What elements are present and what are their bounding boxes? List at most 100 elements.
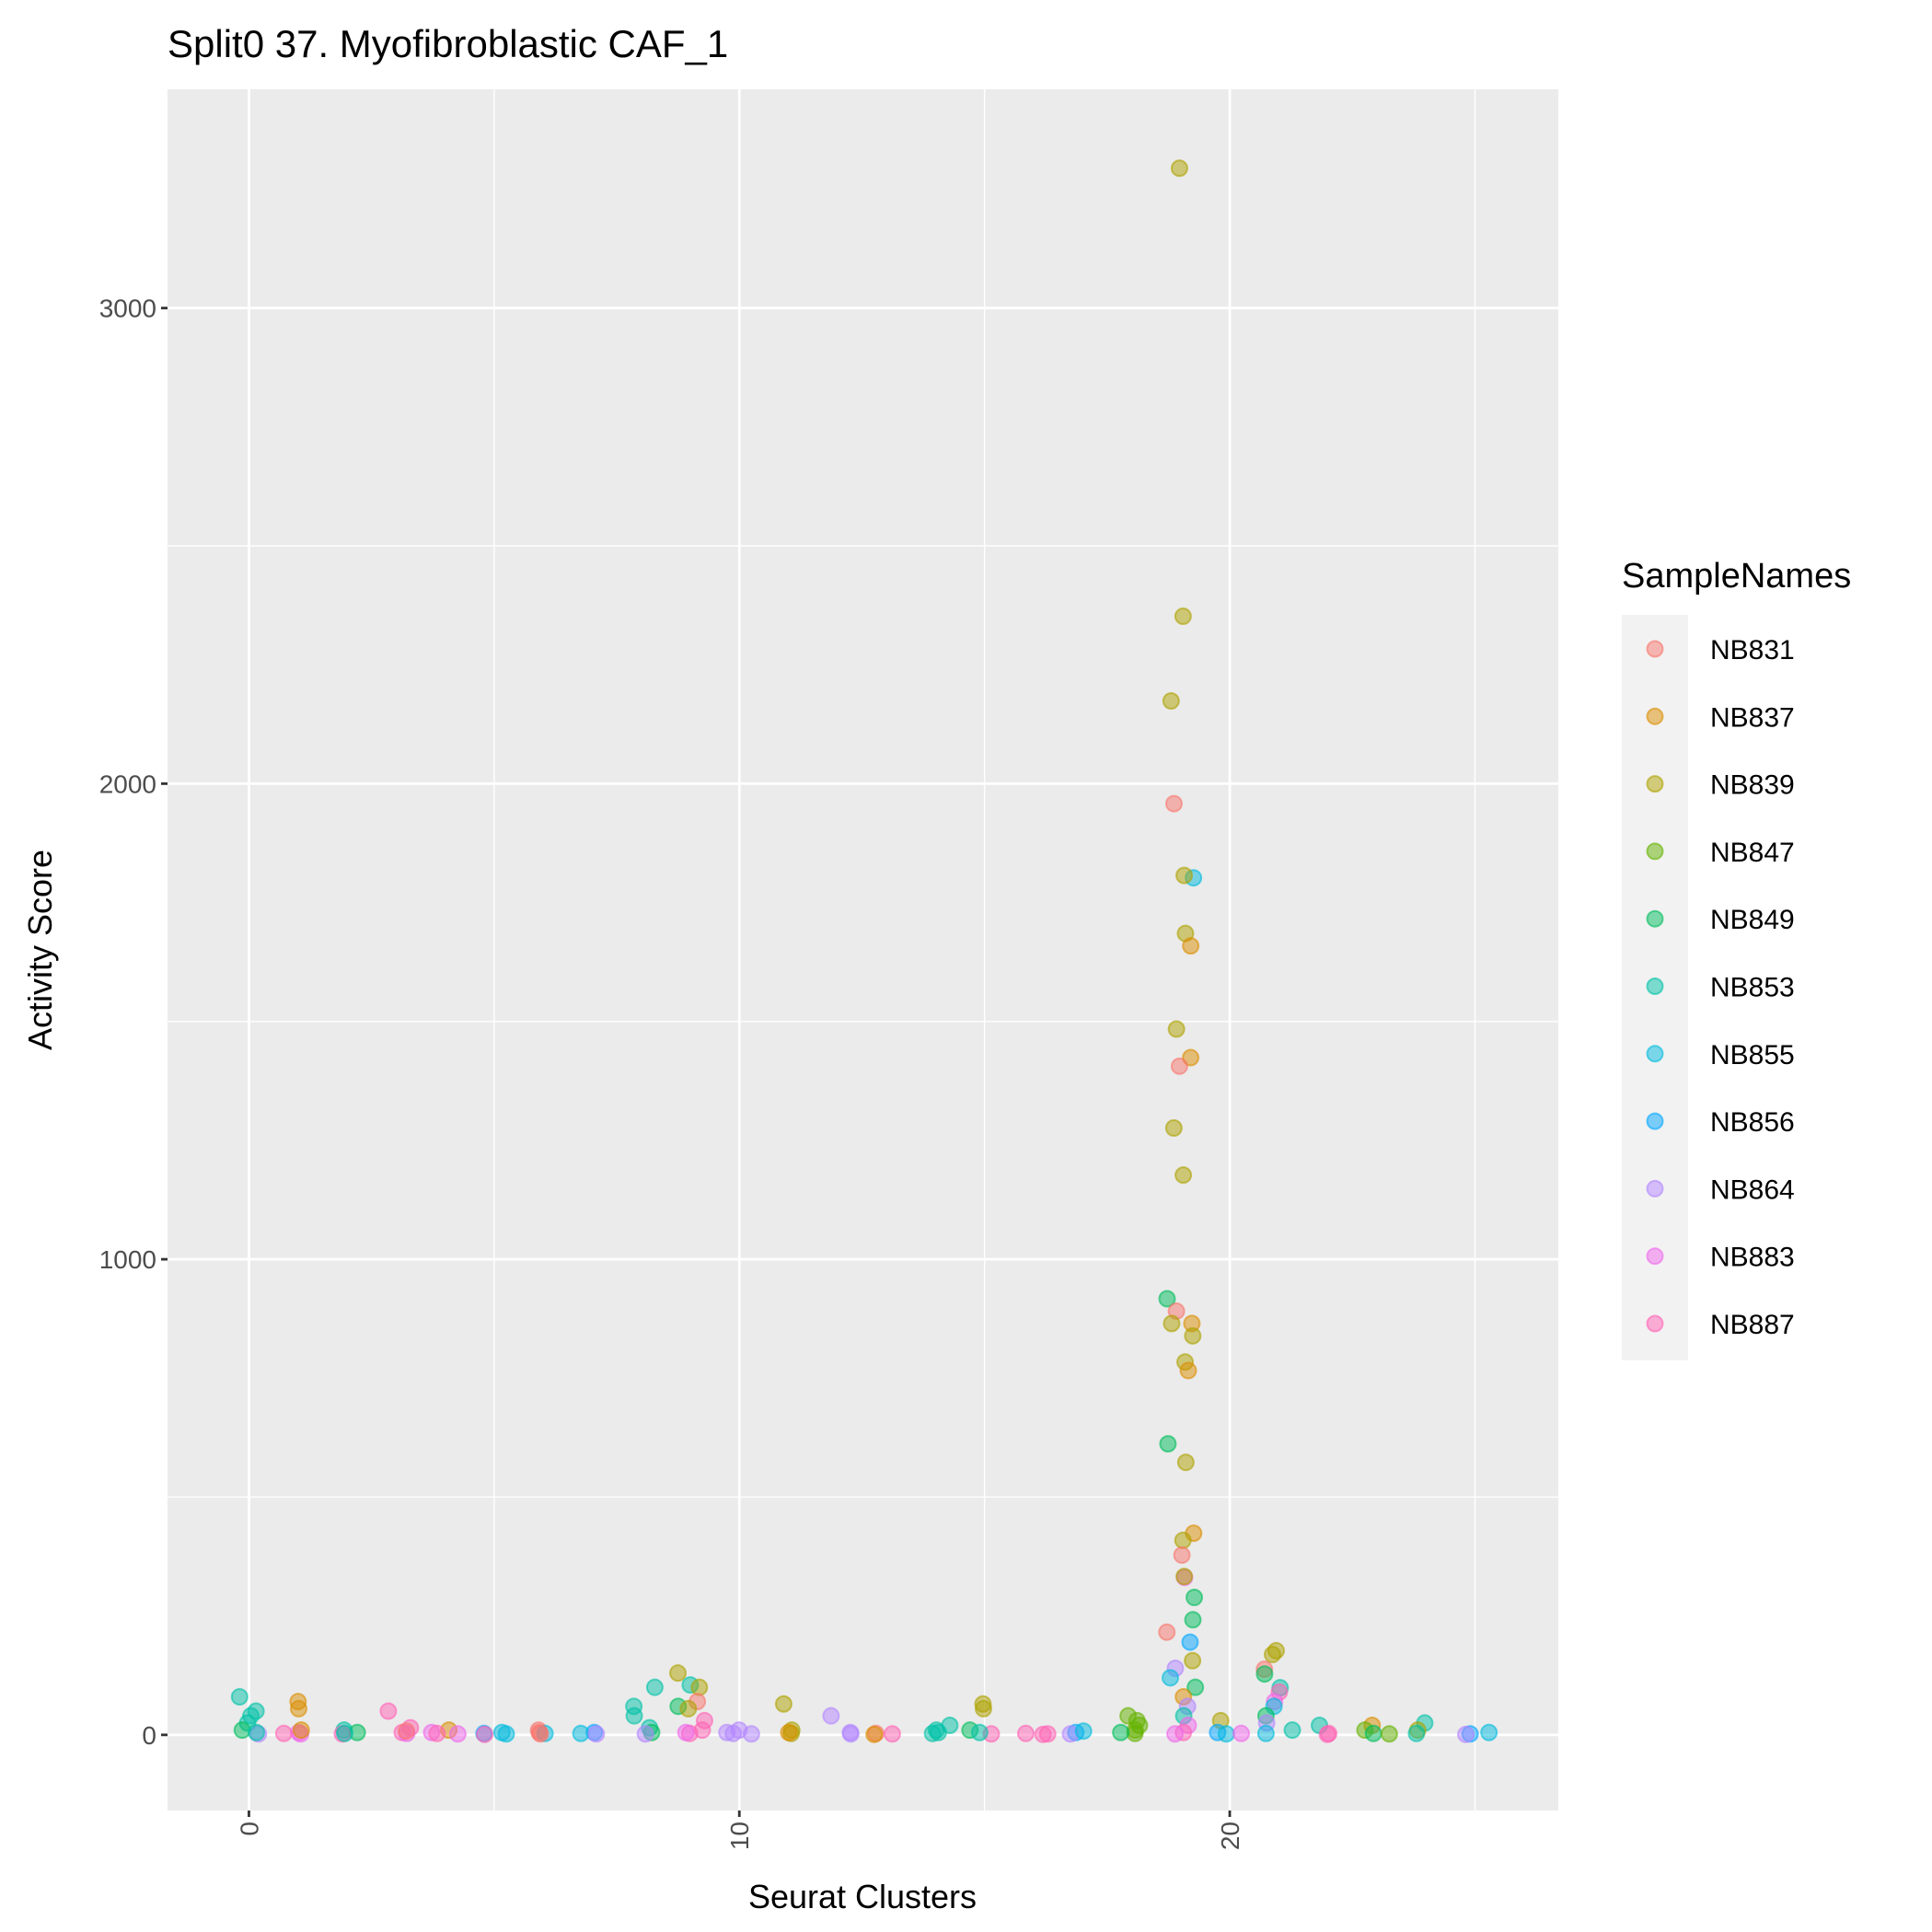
data-point-nb837: [1179, 1361, 1197, 1380]
legend-label: NB856: [1710, 1107, 1795, 1138]
data-point-nb847: [1126, 1724, 1144, 1742]
legend-key-icon: [1646, 1112, 1664, 1130]
data-point-nb853: [645, 1678, 664, 1696]
data-point-nb883: [1232, 1724, 1251, 1742]
data-point-nb839: [1167, 1020, 1186, 1038]
data-point-nb839: [1163, 1314, 1181, 1333]
legend-key-icon: [1646, 640, 1664, 658]
legend-label: NB853: [1710, 973, 1795, 1003]
data-point-nb847: [1380, 1725, 1398, 1743]
data-point-nb831: [398, 1722, 416, 1741]
data-point-nb855: [497, 1725, 515, 1743]
data-point-nb849: [1186, 1589, 1204, 1607]
legend-key-icon: [1646, 909, 1664, 928]
data-point-nb839: [1184, 1326, 1202, 1345]
y-tick-label: 2000: [99, 769, 156, 798]
data-point-nb831: [531, 1725, 550, 1743]
data-point-nb839: [1164, 1119, 1183, 1138]
legend-key-icon: [1646, 775, 1664, 793]
data-point-nb849: [1186, 1678, 1205, 1696]
gridlines: [168, 89, 1558, 1811]
data-point-nb864: [636, 1725, 654, 1743]
data-point-nb839: [1263, 1646, 1281, 1664]
data-point-nb853: [625, 1706, 643, 1725]
data-point-nb864: [742, 1725, 760, 1743]
legend-label: NB855: [1710, 1040, 1795, 1070]
data-point-nb849: [1112, 1723, 1130, 1741]
data-point-nb853: [1283, 1721, 1301, 1740]
data-point-nb837: [780, 1723, 798, 1741]
legend-label: NB849: [1710, 905, 1795, 935]
y-axis-title: Activity Score: [21, 850, 59, 1050]
data-point-nb837: [292, 1721, 310, 1740]
data-point-nb855: [1480, 1723, 1498, 1741]
data-point-nb839: [1175, 866, 1194, 885]
data-point-nb853: [230, 1688, 249, 1706]
data-point-nb853: [970, 1723, 989, 1741]
data-point-nb887: [1318, 1725, 1336, 1743]
data-point-nb864: [822, 1706, 840, 1725]
data-point-nb849: [1184, 1611, 1202, 1629]
data-point-nb864: [1457, 1725, 1475, 1743]
data-point-nb839: [774, 1695, 792, 1713]
legend-label: NB839: [1710, 770, 1795, 801]
data-point-nb883: [1166, 1725, 1185, 1743]
legend-label: NB864: [1710, 1174, 1795, 1205]
data-point-nb883: [448, 1725, 467, 1743]
data-point-nb864: [841, 1725, 860, 1743]
legend-key-icon: [1646, 1045, 1664, 1063]
data-point-nb853: [336, 1724, 354, 1742]
legend-label: NB847: [1710, 838, 1795, 868]
data-point-nb887: [1016, 1724, 1035, 1742]
data-point-nb849: [1159, 1435, 1177, 1453]
data-point-nb839: [1184, 1651, 1202, 1670]
legend-label: NB887: [1710, 1310, 1795, 1340]
data-point-nb853: [1407, 1724, 1426, 1742]
legend-title: SampleNames: [1622, 557, 1851, 596]
data-point-nb887: [428, 1724, 446, 1742]
y-tick-label: 0: [142, 1721, 156, 1750]
data-point-nb839: [1175, 1568, 1194, 1586]
axes: 0 1000 2000 3000 0 10 20: [99, 295, 1244, 1850]
data-point-nb883: [677, 1723, 695, 1741]
data-point-nb887: [1038, 1725, 1057, 1743]
x-tick-label: 20: [1216, 1822, 1244, 1850]
legend-label: NB837: [1710, 702, 1795, 733]
data-point-nb887: [379, 1702, 398, 1720]
data-point-nb855: [572, 1724, 590, 1742]
data-point-nb849: [1255, 1665, 1274, 1683]
data-point-nb839: [1174, 1166, 1193, 1185]
data-point-nb839: [1170, 159, 1188, 178]
data-point-nb839: [669, 1664, 688, 1683]
legend: SampleNames NB831 NB837 NB839 NB847 NB849 NB8…: [1622, 557, 1851, 1360]
data-point-nb855: [1217, 1725, 1235, 1743]
data-point-nb831: [1170, 1057, 1188, 1075]
legend-key-icon: [1646, 1247, 1664, 1266]
data-point-nb839: [690, 1678, 709, 1696]
legend-label: NB831: [1710, 635, 1795, 665]
legend-key-icon: [1646, 1179, 1664, 1197]
data-point-nb849: [233, 1721, 251, 1740]
legend-key-icon: [1646, 707, 1664, 725]
data-point-nb849: [1158, 1290, 1176, 1308]
data-point-nb839: [1174, 607, 1192, 626]
data-point-nb853: [248, 1723, 266, 1741]
data-point-nb837: [289, 1699, 307, 1718]
data-point-nb837: [1182, 937, 1200, 955]
legend-label: NB883: [1710, 1243, 1795, 1273]
plot-panel: [168, 89, 1558, 1811]
x-tick-label: 0: [235, 1822, 263, 1836]
legend-key-icon: [1646, 978, 1664, 995]
data-point-nb887: [476, 1725, 494, 1743]
data-point-nb849: [1364, 1724, 1382, 1742]
data-point-nb839: [1176, 1453, 1195, 1472]
data-point-nb831: [1158, 1623, 1176, 1641]
data-point-nb887: [274, 1724, 293, 1742]
data-point-nb853: [929, 1723, 947, 1741]
legend-key-icon: [1646, 1314, 1664, 1333]
data-point-nb855: [1162, 1669, 1180, 1687]
y-tick-label: 1000: [99, 1245, 156, 1274]
x-tick-label: 10: [725, 1822, 754, 1850]
legend-key-icon: [1646, 842, 1664, 861]
